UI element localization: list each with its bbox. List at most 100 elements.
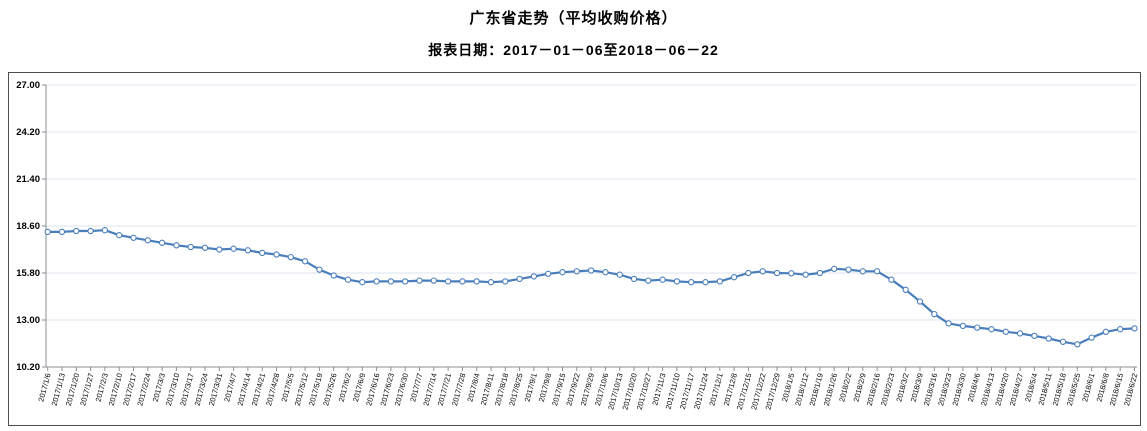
data-point-marker — [945, 320, 952, 327]
y-tick-label: 27.00 — [16, 80, 40, 91]
x-tick-label: 2017/7/28 — [450, 372, 467, 407]
data-point-marker — [416, 277, 423, 284]
axis-ticks — [42, 84, 46, 368]
x-ticks — [47, 367, 1135, 371]
y-tick-label: 10.20 — [16, 362, 40, 373]
data-point-marker — [602, 269, 609, 276]
line-chart-plot: 27.0024.2021.4018.6015.8013.0010.202017/… — [16, 80, 1139, 411]
data-point-marker — [387, 278, 395, 285]
data-point-marker — [244, 247, 252, 254]
data-point-marker — [1002, 328, 1009, 335]
data-point-marker — [545, 270, 552, 277]
data-point-marker — [1016, 330, 1024, 337]
y-tick-label: 24.20 — [16, 127, 40, 138]
data-point-marker — [230, 245, 237, 252]
data-point-marker — [316, 266, 323, 273]
data-point-marker — [559, 269, 566, 276]
data-point-marker — [73, 227, 80, 235]
x-tick-label: 2017/3/3 — [151, 372, 167, 403]
x-tick-label: 2017/1/27 — [78, 372, 95, 407]
x-tick-label: 2018/6/22 — [1122, 372, 1138, 407]
data-point-marker — [402, 278, 409, 285]
x-tick-label: 2018/3/2 — [894, 372, 910, 403]
x-tick-label: 2017/2/3 — [94, 372, 110, 403]
data-point-marker — [144, 237, 151, 244]
x-tick-label: 2017/9/8 — [537, 372, 553, 403]
data-point-marker — [902, 286, 909, 293]
data-point-marker — [487, 279, 495, 286]
x-tick-label: 2017/6/2 — [337, 372, 353, 403]
x-tick-label: 2017/6/30 — [393, 372, 410, 407]
data-point-marker — [616, 271, 623, 278]
price-series-line — [46, 229, 1136, 346]
data-point-marker — [259, 249, 266, 257]
data-point-marker — [816, 269, 824, 277]
data-point-marker — [87, 227, 94, 235]
x-tick-label: 2018/3/9 — [909, 372, 925, 403]
data-point-marker — [645, 277, 652, 284]
x-axis-labels: 2017/1/62017/1/132017/1/202017/1/272017/… — [36, 372, 1139, 411]
x-tick-label: 2017/8/4 — [465, 372, 481, 403]
data-point-marker — [301, 258, 309, 265]
y-tick-label: 13.00 — [16, 315, 40, 326]
data-point-marker — [1059, 338, 1067, 345]
data-point-marker — [444, 278, 452, 285]
x-tick-label: 2018/4/27 — [1008, 372, 1025, 407]
data-point-marker — [473, 278, 480, 285]
data-point-marker — [959, 322, 967, 330]
data-point-marker — [859, 268, 866, 275]
x-tick-label: 2018/6/8 — [1095, 372, 1111, 403]
x-tick-label: 2017/1/6 — [36, 372, 52, 403]
data-point-marker — [273, 251, 280, 258]
data-point-marker — [1131, 325, 1138, 332]
chart-subtitle: 报表日期：2017－01－06至2018－06－22 — [428, 42, 719, 58]
x-tick-label: 2017/2/24 — [135, 372, 152, 407]
data-point-marker — [116, 232, 123, 239]
data-point-marker — [573, 268, 580, 275]
x-tick-label: 2018/6/1 — [1080, 372, 1096, 403]
data-point-marker — [58, 228, 66, 236]
y-gridlines — [46, 84, 1137, 368]
x-tick-label: 2018/2/9 — [851, 372, 867, 403]
data-point-marker — [502, 278, 509, 285]
data-point-marker — [101, 227, 109, 234]
chart-frame: 27.00 24.20 21.40 18.60 15.80 13.00 10.20 2017/… — [8, 72, 1141, 426]
x-tick-label: 2018/5/25 — [1065, 372, 1082, 407]
x-tick-label: 2018/2/23 — [879, 372, 896, 407]
x-tick-label: 2017/6/9 — [351, 372, 367, 403]
data-point-marker — [845, 266, 852, 273]
data-point-marker — [344, 276, 352, 283]
data-point-marker — [287, 253, 294, 261]
x-tick-label: 2017/4/28 — [264, 372, 281, 407]
data-point-marker — [802, 271, 809, 278]
data-point-marker — [1088, 334, 1095, 341]
data-point-marker — [730, 274, 738, 281]
x-tick-label: 2018/1/5 — [780, 372, 796, 403]
chart-title: 广东省走势（平均收购价格） — [469, 10, 678, 27]
data-point-marker — [516, 275, 523, 283]
data-point-marker — [673, 278, 681, 285]
data-point-marker — [888, 276, 895, 283]
y-axis-labels: 27.00 24.20 21.40 18.60 15.80 13.00 10.20 — [16, 80, 40, 373]
x-tick-label: 2018/5/4 — [1023, 372, 1039, 403]
data-point-marker — [1074, 341, 1081, 348]
data-point-marker — [1045, 335, 1052, 342]
data-point-marker — [716, 278, 723, 285]
data-point-marker — [702, 279, 709, 286]
data-point-marker — [330, 272, 337, 279]
x-tick-label: 2018/4/6 — [966, 372, 982, 403]
data-point-marker — [974, 324, 981, 331]
data-point-markers — [44, 227, 1138, 348]
data-point-marker — [1102, 328, 1110, 335]
data-point-marker — [44, 228, 51, 236]
data-point-marker — [201, 244, 209, 251]
x-tick-label: 2017/9/1 — [523, 372, 539, 403]
data-point-marker — [630, 275, 638, 283]
data-point-marker — [1117, 326, 1124, 333]
data-point-marker — [1031, 332, 1038, 340]
x-tick-label: 2017/3/31 — [207, 372, 224, 407]
data-point-marker — [158, 239, 166, 246]
x-tick-label: 2017/5/26 — [321, 372, 338, 407]
data-point-marker — [873, 268, 881, 275]
